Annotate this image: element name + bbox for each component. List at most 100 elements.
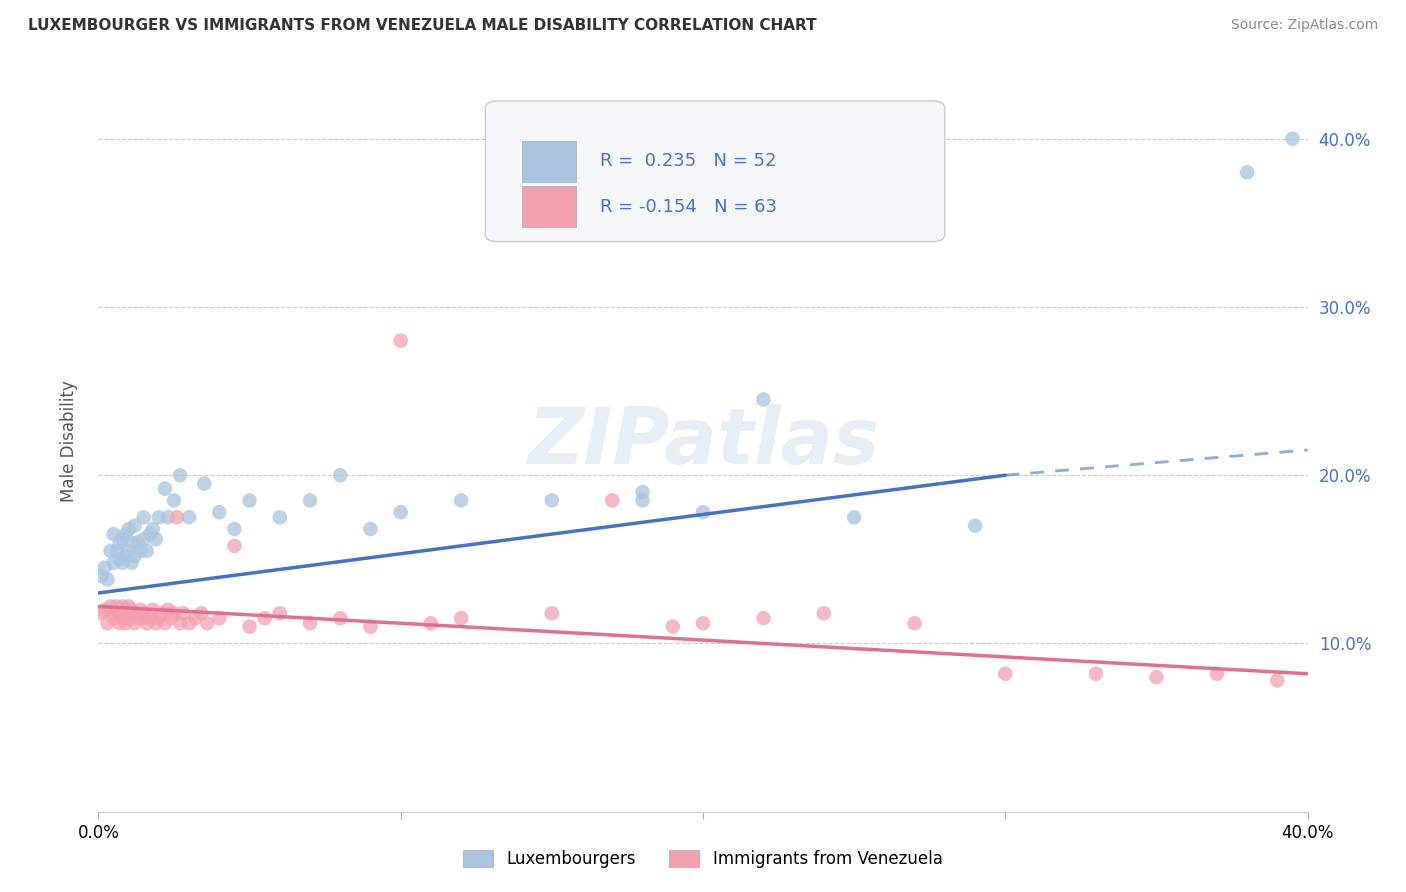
Point bbox=[103, 611, 125, 625]
Point bbox=[132, 532, 155, 546]
Point bbox=[540, 493, 562, 508]
Point bbox=[96, 616, 118, 631]
Point bbox=[150, 606, 173, 620]
Point bbox=[153, 616, 176, 631]
Point bbox=[1206, 666, 1229, 681]
Text: R = -0.154   N = 63: R = -0.154 N = 63 bbox=[600, 197, 778, 216]
Point bbox=[127, 611, 149, 625]
Point bbox=[121, 606, 143, 620]
Point bbox=[129, 603, 152, 617]
Point bbox=[190, 606, 212, 620]
Point bbox=[184, 611, 207, 625]
Text: R =  0.235   N = 52: R = 0.235 N = 52 bbox=[600, 153, 776, 170]
Legend: Luxembourgers, Immigrants from Venezuela: Luxembourgers, Immigrants from Venezuela bbox=[457, 843, 949, 875]
Point bbox=[253, 611, 276, 625]
Point bbox=[90, 606, 112, 620]
Point bbox=[602, 493, 624, 508]
Point bbox=[904, 616, 927, 631]
Point bbox=[1267, 673, 1289, 688]
Point bbox=[195, 616, 218, 631]
Text: Source: ZipAtlas.com: Source: ZipAtlas.com bbox=[1230, 18, 1378, 32]
Point bbox=[124, 616, 146, 631]
Point bbox=[179, 510, 201, 524]
Point bbox=[103, 606, 125, 620]
Point bbox=[111, 611, 134, 625]
Point bbox=[127, 535, 149, 549]
Point bbox=[118, 599, 141, 614]
Point bbox=[193, 476, 215, 491]
Point bbox=[692, 505, 714, 519]
Point bbox=[100, 599, 122, 614]
Text: ZIPatlas: ZIPatlas bbox=[527, 403, 879, 480]
Point bbox=[118, 522, 141, 536]
Point bbox=[1281, 131, 1303, 145]
Point bbox=[163, 493, 186, 508]
Point bbox=[124, 518, 146, 533]
Point bbox=[163, 606, 186, 620]
Point bbox=[299, 493, 322, 508]
Point bbox=[169, 468, 191, 483]
Point bbox=[124, 606, 146, 620]
Point bbox=[450, 611, 472, 625]
Point bbox=[148, 510, 170, 524]
Point bbox=[224, 522, 246, 536]
Point bbox=[156, 603, 179, 617]
Point bbox=[108, 552, 131, 566]
Point bbox=[105, 599, 128, 614]
Point bbox=[360, 522, 382, 536]
Point bbox=[299, 616, 322, 631]
Point bbox=[145, 532, 167, 546]
Text: LUXEMBOURGER VS IMMIGRANTS FROM VENEZUELA MALE DISABILITY CORRELATION CHART: LUXEMBOURGER VS IMMIGRANTS FROM VENEZUEL… bbox=[28, 18, 817, 33]
Point bbox=[661, 619, 683, 633]
Point bbox=[752, 611, 775, 625]
Point bbox=[269, 606, 291, 620]
Point bbox=[329, 611, 352, 625]
Point bbox=[103, 556, 125, 570]
Point bbox=[118, 611, 141, 625]
Point bbox=[93, 560, 115, 574]
Point bbox=[844, 510, 866, 524]
Point bbox=[132, 510, 155, 524]
Point bbox=[224, 539, 246, 553]
Point bbox=[111, 599, 134, 614]
Point bbox=[108, 535, 131, 549]
Point bbox=[389, 334, 412, 348]
Point bbox=[108, 606, 131, 620]
Point bbox=[90, 569, 112, 583]
Point bbox=[105, 544, 128, 558]
Point bbox=[540, 606, 562, 620]
Point bbox=[132, 606, 155, 620]
Point bbox=[166, 510, 188, 524]
Point bbox=[139, 527, 162, 541]
Point bbox=[239, 619, 262, 633]
Point bbox=[124, 549, 146, 563]
Point bbox=[1144, 670, 1167, 684]
Point bbox=[135, 616, 157, 631]
Point bbox=[129, 544, 152, 558]
Point bbox=[813, 606, 835, 620]
Point bbox=[111, 532, 134, 546]
Point bbox=[142, 603, 165, 617]
Point bbox=[631, 493, 654, 508]
Point bbox=[93, 603, 115, 617]
Point bbox=[965, 518, 987, 533]
Point bbox=[114, 606, 136, 620]
Point bbox=[135, 544, 157, 558]
Point bbox=[692, 616, 714, 631]
Point bbox=[114, 616, 136, 631]
Point bbox=[329, 468, 352, 483]
Point bbox=[360, 619, 382, 633]
Point bbox=[450, 493, 472, 508]
Bar bbox=[522, 186, 576, 227]
Point bbox=[420, 616, 443, 631]
Point bbox=[179, 616, 201, 631]
Point bbox=[132, 611, 155, 625]
Point bbox=[142, 522, 165, 536]
Point bbox=[100, 544, 122, 558]
Point bbox=[103, 527, 125, 541]
Point bbox=[160, 611, 183, 625]
Point bbox=[752, 392, 775, 407]
Point bbox=[239, 493, 262, 508]
Point bbox=[114, 549, 136, 563]
Y-axis label: Male Disability: Male Disability bbox=[59, 381, 77, 502]
